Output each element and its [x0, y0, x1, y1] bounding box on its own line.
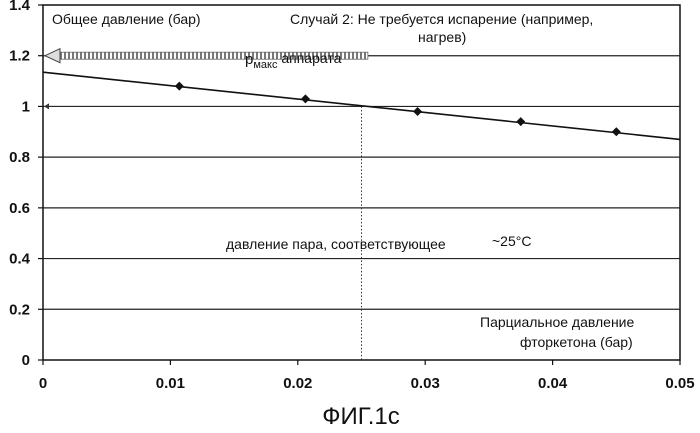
pmax-label-subscript: макс [253, 59, 278, 71]
x-tick-label: 0.04 [538, 375, 568, 392]
vapor-pressure-label: давление пара, соответствующее [226, 236, 446, 252]
vapor-pressure-temperature: ~25°C [492, 233, 531, 249]
pmax-label-p: p [245, 51, 253, 68]
y-tick-label: 0.6 [9, 200, 30, 217]
y-tick-label: 0.8 [9, 149, 30, 166]
data-point [174, 81, 184, 91]
pmax-arrow-head [43, 47, 61, 64]
pmax-label: pмакс аппарата [245, 50, 342, 71]
plot-frame [42, 4, 681, 361]
y-tick-label: 1.4 [9, 0, 31, 14]
x-tick-label: 0.02 [283, 375, 312, 392]
guide-arrowhead [44, 103, 49, 110]
data-point [413, 107, 423, 116]
y-tick-label: 0.2 [9, 301, 30, 318]
y-axis-label: Общее давление (бар) [52, 11, 201, 27]
y-tick-label: 0.4 [9, 251, 31, 268]
x-tick-label: 0 [39, 375, 47, 392]
figure-caption: ФИГ.1с [322, 403, 400, 430]
pmax-arrow [43, 47, 369, 64]
trend-line [42, 71, 681, 141]
x-tick-label: 0.03 [411, 375, 440, 392]
x-axis-label-line-2: фторкетона (бар) [520, 334, 633, 350]
y-tick-label: 1.2 [9, 48, 30, 65]
x-axis-label-line-1: Парциальное давление [480, 314, 634, 330]
chart-title-line-1: Случай 2: Не требуется испарение (наприм… [290, 11, 593, 27]
data-point [516, 117, 526, 127]
x-tick-label: 0.01 [156, 375, 185, 392]
y-tick-label: 1 [22, 98, 30, 115]
data-point [300, 94, 310, 104]
chart-title-line-2: нагрев) [418, 29, 466, 45]
x-tick-label: 0.05 [665, 375, 694, 392]
pmax-label-rest: аппарата [277, 50, 341, 66]
data-point [611, 127, 621, 137]
y-tick-label: 0 [22, 352, 30, 369]
